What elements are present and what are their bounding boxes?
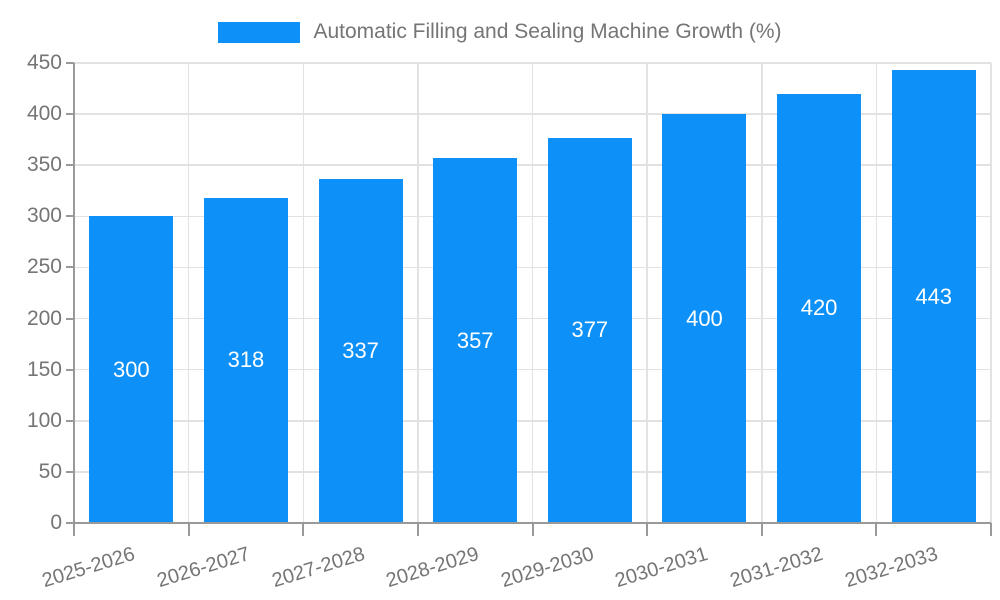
y-tick	[66, 419, 74, 422]
x-gridline	[417, 63, 419, 523]
x-gridline	[990, 63, 992, 523]
x-tick	[416, 523, 419, 536]
y-tick	[66, 522, 74, 524]
y-tick	[66, 470, 74, 473]
x-axis-line	[74, 522, 991, 524]
x-gridline	[187, 63, 190, 523]
bar-2032-2033[interactable]	[891, 70, 976, 523]
y-axis-label: 0	[50, 511, 62, 534]
y-axis-label: 150	[26, 357, 62, 381]
bar-2029-2030[interactable]	[547, 137, 632, 523]
y-tick	[66, 164, 74, 167]
y-tick	[66, 113, 74, 116]
y-axis-label: 450	[26, 51, 62, 74]
x-gridline	[875, 63, 878, 523]
y-axis-label: 300	[26, 204, 62, 228]
y-tick	[66, 317, 74, 320]
x-gridline	[302, 63, 304, 523]
y-tick	[66, 368, 74, 371]
x-gridline	[646, 63, 648, 523]
legend-label[interactable]: Automatic Filling and Sealing Machine Gr…	[313, 20, 782, 43]
bar-2031-2032[interactable]	[777, 93, 862, 523]
y-tick	[66, 215, 74, 218]
bar-2030-2031[interactable]	[662, 114, 747, 523]
bar-2027-2028[interactable]	[318, 178, 403, 523]
bar-2026-2027[interactable]	[203, 197, 288, 523]
bar-2025-2026[interactable]	[89, 216, 174, 523]
x-tick	[875, 523, 878, 536]
x-tick	[990, 523, 992, 536]
x-gridline	[761, 63, 763, 523]
y-tick	[66, 62, 74, 64]
x-tick	[531, 523, 534, 536]
x-tick	[760, 523, 763, 536]
x-tick	[646, 523, 649, 536]
y-axis-label: 250	[26, 255, 62, 279]
y-axis-label: 400	[26, 102, 62, 126]
y-axis-label: 350	[26, 153, 62, 177]
y-axis-label: 200	[26, 306, 62, 330]
y-tick	[66, 266, 74, 269]
x-gridline	[531, 63, 534, 523]
y-axis-label: 50	[38, 459, 62, 483]
legend-swatch[interactable]	[218, 21, 301, 43]
legend[interactable]: Automatic Filling and Sealing Machine Gr…	[0, 18, 1000, 46]
y-axis-line	[73, 63, 75, 536]
x-tick	[187, 523, 190, 536]
x-tick	[302, 523, 305, 536]
bar-2028-2029[interactable]	[433, 158, 518, 523]
y-axis-label: 100	[26, 408, 62, 432]
